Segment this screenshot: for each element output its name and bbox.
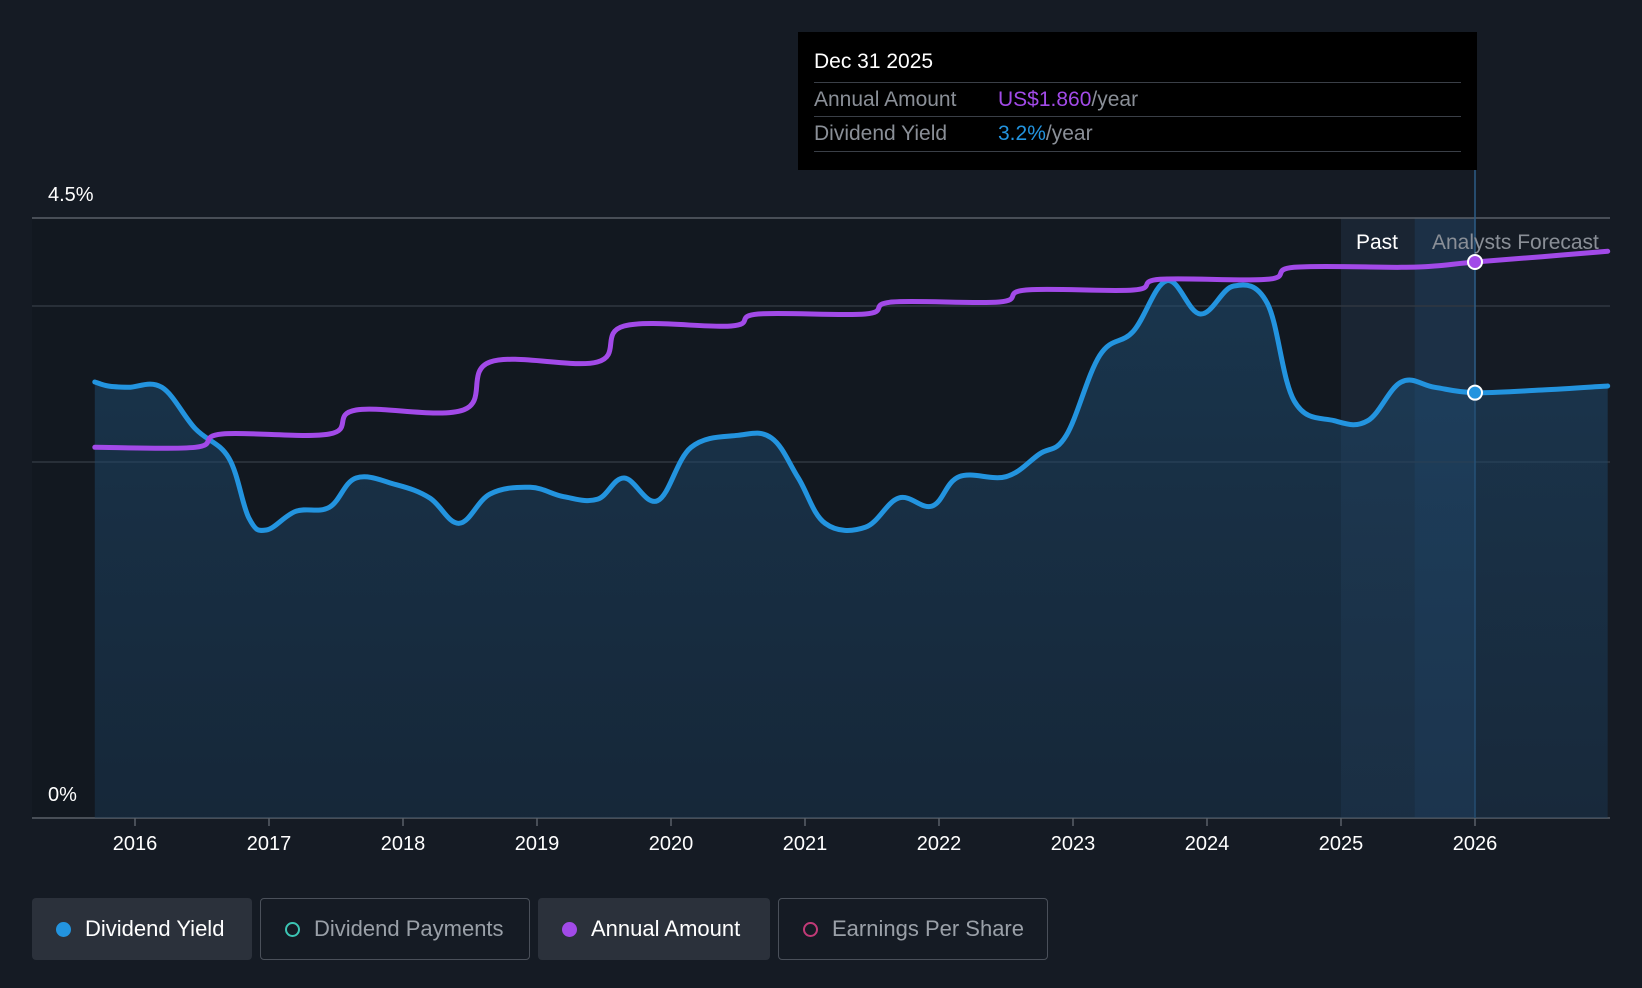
annual-amount-line bbox=[92, 248, 1611, 451]
tooltip: Dec 31 2025 Annual Amount US$1.860/year … bbox=[798, 32, 1477, 170]
legend-label: Dividend Yield bbox=[85, 916, 225, 941]
dividend-yield-line bbox=[92, 278, 1611, 533]
x-tick-label: 2019 bbox=[515, 833, 560, 855]
x-tick-label: 2016 bbox=[113, 833, 158, 855]
x-tick-label: 2017 bbox=[247, 833, 292, 855]
x-tick-label: 2020 bbox=[649, 833, 694, 855]
x-tick-label: 2022 bbox=[917, 833, 962, 855]
tooltip-row-dividend-yield: Dividend Yield 3.2%/year bbox=[814, 116, 1461, 152]
tooltip-label: Annual Amount bbox=[814, 88, 957, 111]
dividend-yield-area bbox=[94, 280, 1608, 818]
tooltip-value: US$1.860/year bbox=[998, 88, 1139, 111]
dividend-yield-marker bbox=[1467, 384, 1483, 401]
tooltip-value: 3.2%/year bbox=[998, 122, 1093, 145]
legend-ring-icon bbox=[803, 921, 818, 937]
past-label: Past bbox=[1356, 231, 1398, 254]
legend-label: Dividend Payments bbox=[314, 916, 504, 941]
forecast-label: Analysts Forecast bbox=[1432, 231, 1599, 254]
legend-label: Annual Amount bbox=[591, 916, 741, 941]
legend-ring-icon bbox=[285, 921, 300, 937]
y-tick-label: 0% bbox=[48, 784, 77, 806]
tooltip-label: Dividend Yield bbox=[814, 122, 948, 145]
x-tick-label: 2025 bbox=[1319, 833, 1364, 855]
tooltip-date: Dec 31 2025 bbox=[814, 50, 934, 73]
tooltip-row-annual-amount: Annual Amount US$1.860/year bbox=[814, 82, 1461, 117]
legend-dot-icon bbox=[562, 921, 577, 937]
annual-amount-marker bbox=[1467, 254, 1483, 270]
legend-dividend-payments[interactable]: Dividend Payments bbox=[260, 898, 530, 960]
y-tick-label: 4.5% bbox=[48, 184, 94, 206]
x-tick-label: 2024 bbox=[1185, 833, 1230, 855]
x-tick-label: 2018 bbox=[381, 833, 426, 855]
x-tick-label: 2021 bbox=[783, 833, 828, 855]
x-tick-label: 2026 bbox=[1453, 833, 1498, 855]
legend-annual-amount[interactable]: Annual Amount bbox=[538, 898, 770, 960]
x-tick-label: 2023 bbox=[1051, 833, 1096, 855]
legend-earnings-per-share[interactable]: Earnings Per Share bbox=[778, 898, 1048, 960]
legend-dot-icon bbox=[56, 921, 71, 937]
legend-label: Earnings Per Share bbox=[832, 916, 1024, 941]
legend-dividend-yield[interactable]: Dividend Yield bbox=[32, 898, 252, 960]
